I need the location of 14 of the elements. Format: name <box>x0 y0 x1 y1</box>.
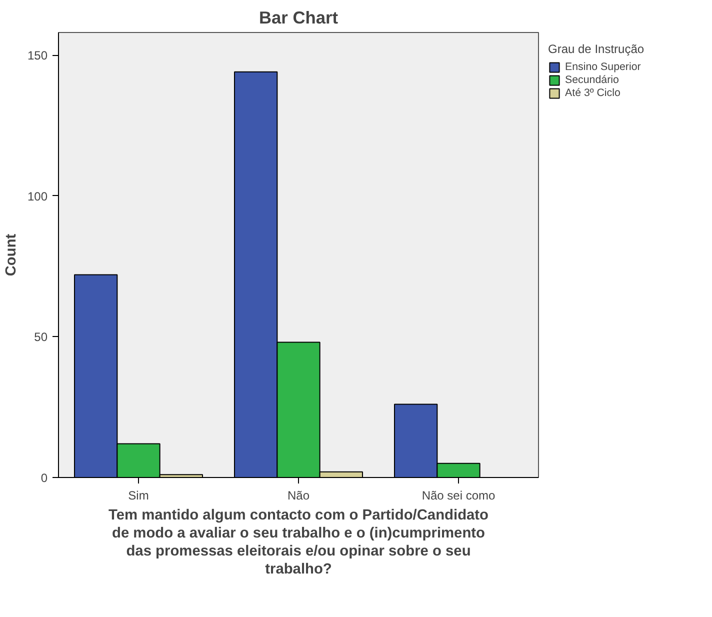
legend-label: Secundário <box>565 74 619 86</box>
legend-label: Ensino Superior <box>565 61 641 73</box>
chart-title: Bar Chart <box>259 8 338 28</box>
x-axis-title: Tem mantido algum contacto com o Partido/Candidato de modo a avaliar o seu trabalho e o (in)cumprimento das promessas eleitorais e/ou opinar sobre o seu trabalho? <box>108 508 489 578</box>
y-tick-label: 50 <box>34 330 48 344</box>
legend-label: Até 3º Ciclo <box>565 87 620 99</box>
y-tick-label: 100 <box>27 189 48 204</box>
x-tick-label: Não sei como <box>422 488 496 502</box>
y-tick-label: 0 <box>40 471 48 485</box>
y-axis-title: Count <box>3 234 20 276</box>
x-tick-label: Sim <box>128 488 149 502</box>
x-tick-label: Não <box>287 488 310 502</box>
y-tick-label: 150 <box>27 48 48 63</box>
legend-title: Grau de Instrução <box>548 42 644 56</box>
